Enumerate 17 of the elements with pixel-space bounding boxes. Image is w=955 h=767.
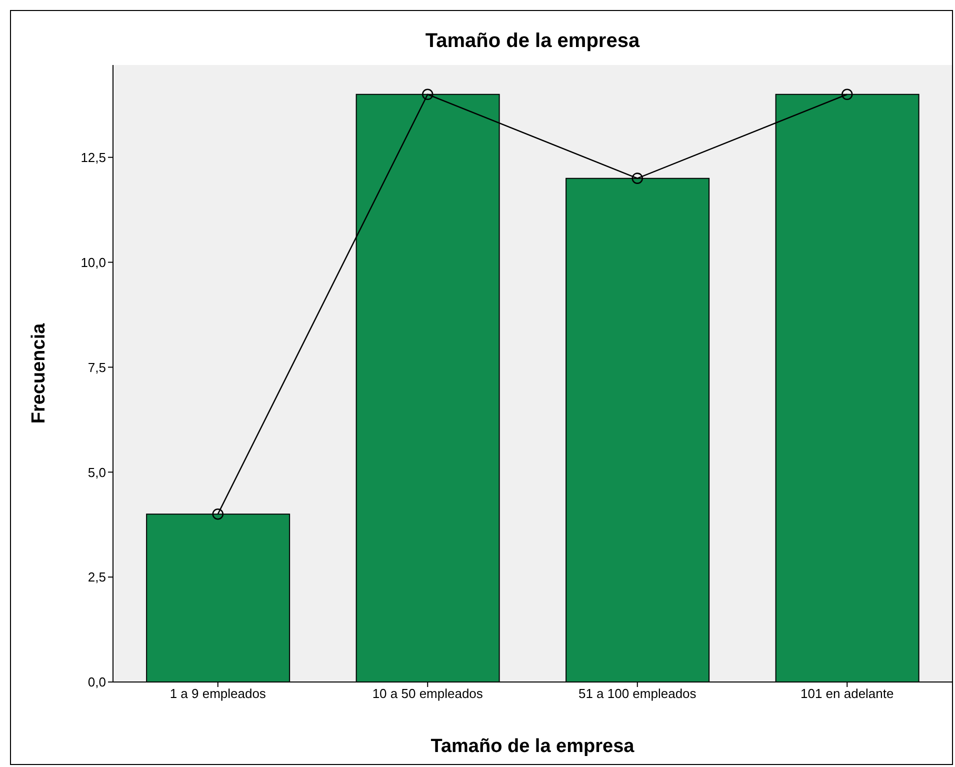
x-tick-label: 51 a 100 empleados xyxy=(578,686,697,702)
y-tick-label: 12,5 xyxy=(80,150,106,165)
y-tick-label: 7,5 xyxy=(88,360,106,375)
x-tick-label: 1 a 9 empleados xyxy=(170,686,266,702)
x-tick-label: 101 en adelante xyxy=(800,686,894,702)
y-axis-title: Frecuencia xyxy=(28,322,50,424)
y-tick-label: 5,0 xyxy=(88,464,106,480)
y-tick-label: 0,0 xyxy=(88,674,106,690)
point xyxy=(422,88,434,100)
point xyxy=(212,508,224,520)
point xyxy=(841,88,853,100)
chart-title: Tamaño de la empresa xyxy=(424,30,641,53)
x-axis-title: Tamaño de la empresa xyxy=(430,736,635,757)
point xyxy=(632,172,644,184)
x-tick-label: 10 a 50 empleados xyxy=(372,686,484,702)
y-tick-label: 10,0 xyxy=(80,254,106,270)
y-tick-label: 2,5 xyxy=(88,570,106,585)
